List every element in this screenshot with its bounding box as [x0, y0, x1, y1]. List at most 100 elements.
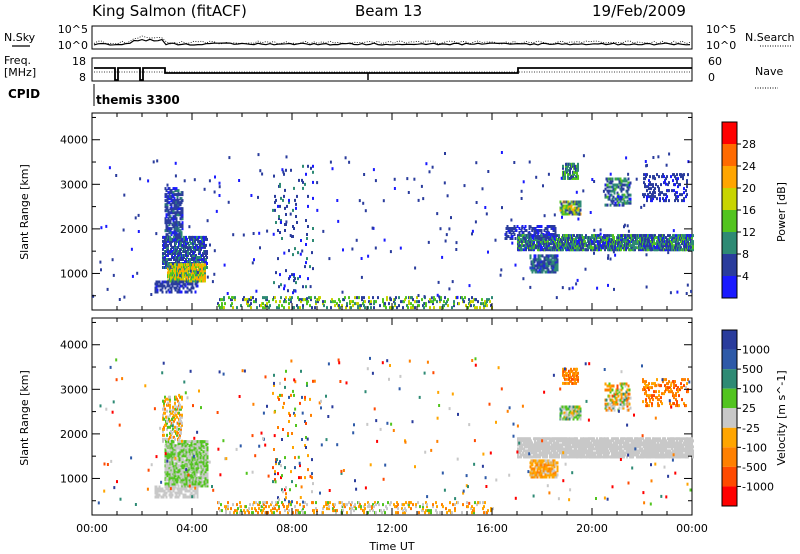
cpid-value: themis 3300	[96, 93, 180, 107]
echo-cell	[167, 263, 169, 267]
echo-cell	[198, 239, 200, 243]
echo-cell	[166, 437, 168, 441]
echo-cell	[217, 302, 219, 306]
echo-cell	[351, 247, 354, 251]
echo-cell	[684, 244, 686, 248]
echo-cell	[363, 173, 366, 176]
echo-cell	[259, 501, 261, 505]
echo-cell	[173, 286, 176, 290]
echo-cell	[194, 277, 196, 281]
echo-cell	[335, 511, 337, 515]
echo-cell	[604, 195, 607, 199]
echo-cell	[176, 256, 178, 259]
echo-cell	[181, 225, 184, 229]
echo-cell	[560, 246, 562, 250]
echo-cell	[548, 232, 550, 235]
echo-cell	[550, 240, 552, 244]
echo-cell	[553, 242, 555, 246]
echo-cell	[463, 184, 466, 188]
echo-cell	[204, 245, 206, 249]
echo-cell	[360, 507, 362, 511]
echo-cell	[575, 282, 578, 286]
power-colorbar-band	[722, 144, 737, 166]
echo-cell	[181, 215, 184, 219]
echo-cell	[590, 244, 592, 248]
echo-cell	[479, 306, 481, 310]
echo-cell	[189, 456, 192, 460]
echo-cell	[481, 298, 483, 302]
echo-cell	[288, 509, 290, 513]
echo-cell	[185, 484, 188, 488]
echo-cell	[563, 206, 566, 210]
echo-cell	[425, 509, 427, 513]
echo-cell	[544, 237, 547, 240]
echo-cell	[200, 468, 203, 472]
echo-cell	[644, 193, 646, 197]
echo-cell	[633, 244, 635, 248]
echo-cell	[445, 302, 447, 306]
echo-cell	[407, 306, 409, 310]
echo-cell	[625, 248, 627, 252]
echo-cell	[296, 221, 298, 224]
echo-cell	[462, 298, 464, 302]
echo-cell	[247, 304, 249, 308]
echo-cell	[509, 227, 512, 230]
echo-cell	[178, 470, 181, 474]
echo-cell	[180, 407, 182, 411]
echo-cell	[288, 302, 290, 306]
echo-cell	[518, 231, 521, 234]
echo-cell	[396, 501, 398, 505]
echo-cell	[622, 187, 625, 191]
echo-cell	[432, 503, 434, 507]
echo-cell	[165, 423, 167, 427]
echo-cell	[387, 501, 389, 505]
echo-cell	[566, 170, 568, 174]
echo-cell	[156, 487, 159, 491]
echo-cell	[490, 304, 492, 308]
echo-cell	[482, 501, 484, 505]
echo-cell	[293, 306, 295, 310]
echo-cell	[177, 189, 180, 193]
echo-cell	[185, 241, 187, 245]
echo-cell	[202, 442, 205, 446]
echo-cell	[164, 450, 167, 454]
echo-cell	[204, 478, 207, 482]
echo-cell	[287, 505, 289, 509]
echo-cell	[473, 304, 475, 308]
echo-cell	[186, 468, 189, 472]
echo-cell	[450, 216, 452, 220]
echo-cell	[191, 282, 194, 286]
echo-cell	[240, 509, 242, 513]
echo-cell	[297, 306, 299, 310]
echo-cell	[579, 248, 581, 252]
echo-cell	[268, 505, 270, 509]
echo-cell	[285, 220, 288, 224]
echo-cell	[199, 252, 201, 255]
echo-cell	[669, 291, 672, 295]
echo-cell	[227, 505, 229, 509]
echo-cell	[649, 175, 651, 179]
echo-cell	[252, 503, 254, 507]
echo-cell	[287, 289, 289, 293]
echo-cell	[275, 221, 277, 224]
echo-cell	[573, 172, 575, 176]
echo-cell	[277, 204, 279, 208]
echo-cell	[165, 241, 167, 245]
echo-cell	[279, 273, 281, 277]
echo-cell	[196, 243, 198, 247]
echo-cell	[576, 170, 578, 174]
echo-cell	[236, 511, 238, 515]
echo-cell	[471, 232, 473, 236]
echo-cell	[548, 244, 550, 248]
echo-cell	[185, 487, 188, 491]
echo-cell	[591, 178, 594, 181]
echo-cell	[262, 302, 264, 306]
echo-cell	[179, 193, 182, 197]
power-colorbar-tick-label: 24	[742, 160, 756, 173]
echo-cell	[234, 298, 236, 302]
echo-cell	[676, 173, 678, 177]
echo-cell	[479, 501, 481, 505]
echo-cell	[580, 236, 582, 240]
echo-cell	[174, 254, 176, 257]
echo-cell	[509, 237, 512, 240]
